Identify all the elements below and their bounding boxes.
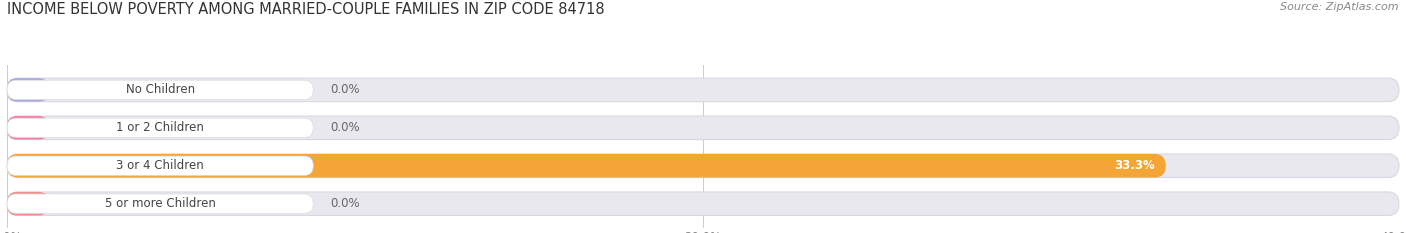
FancyBboxPatch shape: [7, 118, 314, 137]
FancyBboxPatch shape: [7, 194, 314, 213]
Text: 0.0%: 0.0%: [330, 121, 360, 134]
FancyBboxPatch shape: [7, 80, 314, 99]
Text: 3 or 4 Children: 3 or 4 Children: [117, 159, 204, 172]
Text: Source: ZipAtlas.com: Source: ZipAtlas.com: [1281, 2, 1399, 12]
FancyBboxPatch shape: [7, 192, 1399, 216]
FancyBboxPatch shape: [7, 116, 49, 140]
FancyBboxPatch shape: [7, 78, 49, 102]
FancyBboxPatch shape: [7, 154, 1399, 178]
Text: 0.0%: 0.0%: [330, 197, 360, 210]
Text: 1 or 2 Children: 1 or 2 Children: [117, 121, 204, 134]
FancyBboxPatch shape: [7, 154, 1166, 178]
FancyBboxPatch shape: [7, 192, 49, 216]
FancyBboxPatch shape: [7, 116, 1399, 140]
Text: 0.0%: 0.0%: [330, 83, 360, 96]
Text: No Children: No Children: [125, 83, 194, 96]
Text: 5 or more Children: 5 or more Children: [104, 197, 215, 210]
FancyBboxPatch shape: [7, 156, 314, 175]
Text: 33.3%: 33.3%: [1115, 159, 1156, 172]
FancyBboxPatch shape: [7, 78, 1399, 102]
Text: INCOME BELOW POVERTY AMONG MARRIED-COUPLE FAMILIES IN ZIP CODE 84718: INCOME BELOW POVERTY AMONG MARRIED-COUPL…: [7, 2, 605, 17]
